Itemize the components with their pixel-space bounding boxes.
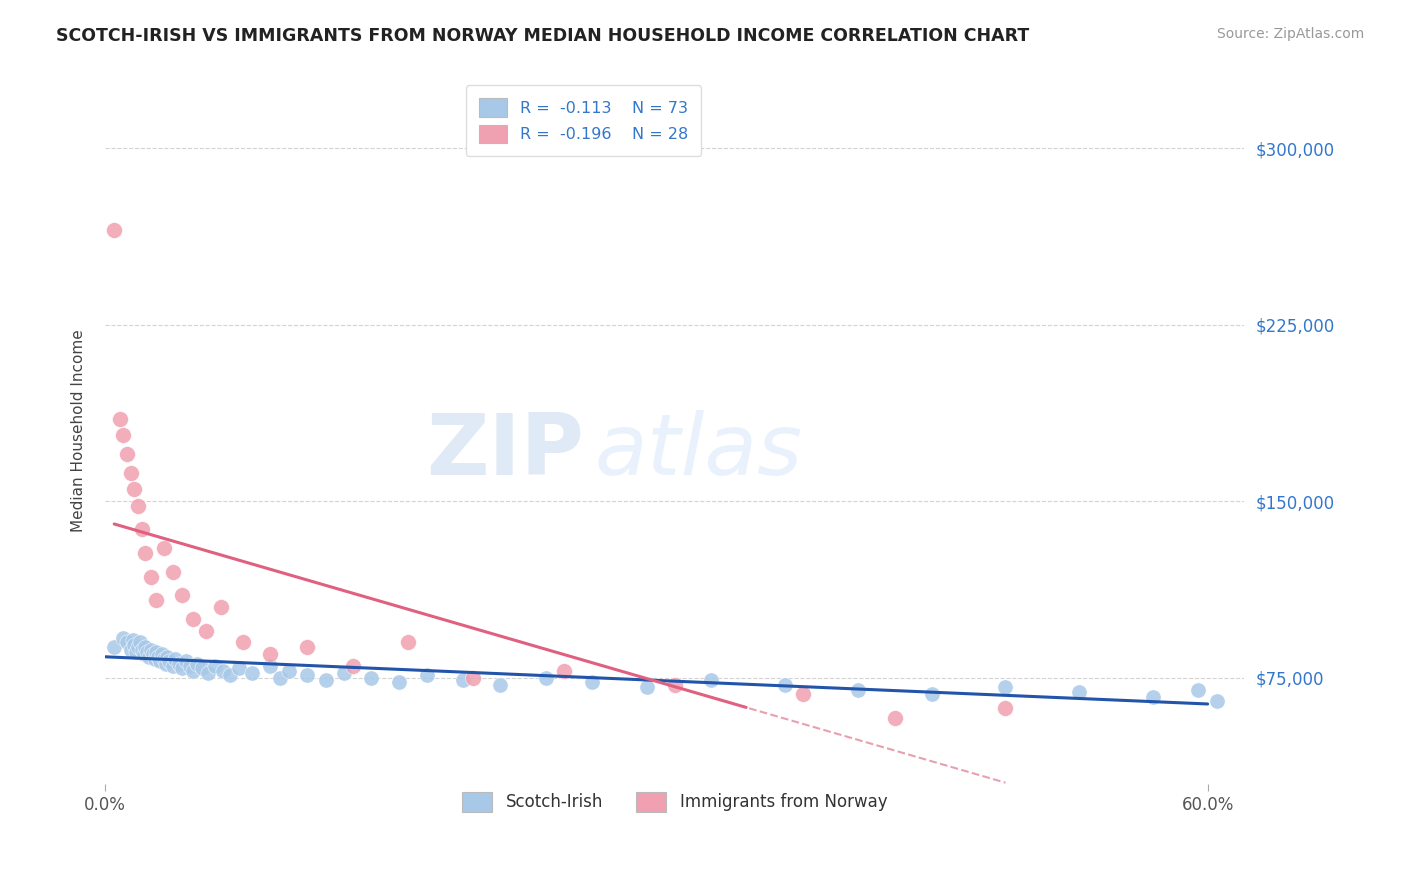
Point: [143, 652, 166, 666]
Text: SCOTCH-IRISH VS IMMIGRANTS FROM NORWAY MEDIAN HOUSEHOLD INCOME CORRELATION CHART: SCOTCH-IRISH VS IMMIGRANTS FROM NORWAY M…: [56, 27, 1029, 45]
Point: [453, 673, 475, 687]
Point: [1205, 694, 1227, 708]
Point: [163, 652, 186, 666]
Point: [269, 671, 291, 685]
Point: [664, 678, 686, 692]
Point: [700, 673, 723, 687]
Point: [581, 675, 603, 690]
Point: [124, 638, 146, 652]
Point: [179, 659, 201, 673]
Point: [333, 666, 356, 681]
Point: [162, 565, 184, 579]
Point: [103, 640, 125, 655]
Point: [295, 640, 318, 655]
Point: [120, 466, 142, 480]
Point: [259, 659, 281, 673]
Point: [157, 654, 180, 668]
Point: [921, 687, 943, 701]
Point: [848, 682, 870, 697]
Point: [124, 483, 146, 497]
Y-axis label: Median Household Income: Median Household Income: [72, 329, 86, 532]
Point: [142, 647, 165, 661]
Point: [219, 668, 242, 682]
Point: [181, 612, 204, 626]
Text: atlas: atlas: [595, 410, 803, 493]
Point: [534, 671, 557, 685]
Point: [315, 673, 337, 687]
Point: [553, 664, 575, 678]
Point: [172, 588, 194, 602]
Point: [204, 659, 226, 673]
Point: [148, 649, 170, 664]
Point: [131, 523, 153, 537]
Point: [773, 678, 796, 692]
Point: [115, 635, 138, 649]
Point: [152, 652, 174, 666]
Point: [131, 642, 153, 657]
Point: [342, 659, 364, 673]
Point: [994, 680, 1017, 694]
Point: [172, 661, 194, 675]
Point: [211, 664, 233, 678]
Point: [191, 661, 214, 675]
Point: [240, 666, 263, 681]
Point: [195, 624, 218, 638]
Point: [125, 645, 148, 659]
Point: [120, 642, 142, 657]
Point: [138, 649, 160, 664]
Point: [1067, 685, 1090, 699]
Point: [186, 657, 208, 671]
Point: [108, 412, 131, 426]
Point: [197, 666, 219, 681]
Point: [489, 678, 512, 692]
Point: [388, 675, 411, 690]
Point: [145, 645, 167, 659]
Point: [152, 541, 174, 556]
Point: [103, 223, 125, 237]
Point: [792, 687, 814, 701]
Point: [134, 546, 156, 560]
Point: [149, 654, 172, 668]
Point: [1187, 682, 1209, 697]
Point: [139, 569, 162, 583]
Point: [129, 635, 152, 649]
Point: [228, 661, 250, 675]
Text: ZIP: ZIP: [426, 410, 583, 493]
Point: [121, 633, 143, 648]
Point: [127, 499, 149, 513]
Point: [156, 649, 179, 664]
Legend: Scotch-Irish, Immigrants from Norway: Scotch-Irish, Immigrants from Norway: [449, 779, 900, 825]
Point: [636, 680, 658, 694]
Point: [155, 657, 177, 671]
Point: [127, 640, 149, 655]
Point: [415, 668, 437, 682]
Point: [132, 647, 155, 661]
Point: [396, 635, 419, 649]
Point: [295, 668, 318, 682]
Point: [150, 647, 173, 661]
Point: [162, 659, 184, 673]
Point: [209, 600, 232, 615]
Point: [136, 645, 159, 659]
Point: [167, 657, 190, 671]
Point: [115, 447, 138, 461]
Point: [461, 671, 484, 685]
Point: [232, 635, 254, 649]
Point: [1142, 690, 1164, 704]
Point: [174, 654, 197, 668]
Point: [360, 671, 382, 685]
Text: Source: ZipAtlas.com: Source: ZipAtlas.com: [1216, 27, 1364, 41]
Point: [145, 593, 167, 607]
Point: [277, 664, 299, 678]
Point: [181, 664, 204, 678]
Point: [134, 640, 156, 655]
Point: [259, 647, 281, 661]
Point: [994, 701, 1017, 715]
Point: [112, 428, 135, 442]
Point: [884, 711, 907, 725]
Point: [139, 642, 162, 657]
Point: [112, 631, 135, 645]
